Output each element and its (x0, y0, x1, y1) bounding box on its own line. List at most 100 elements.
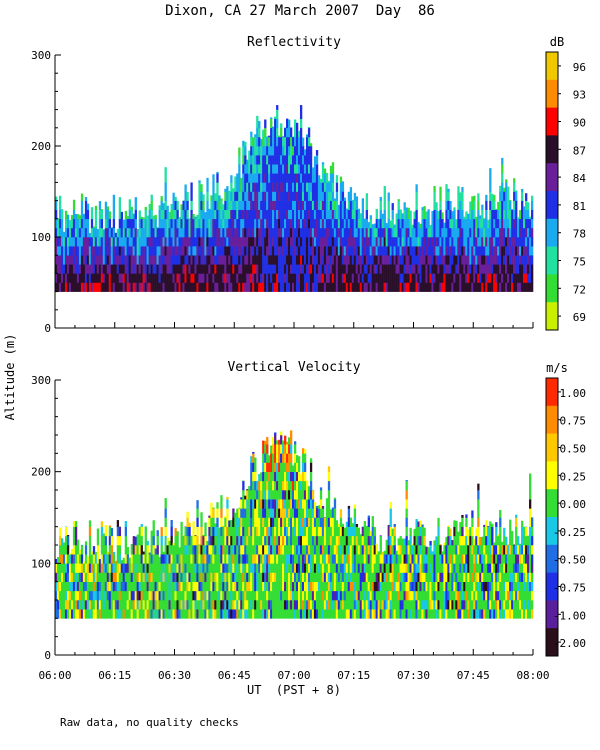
heatmap-cell (248, 209, 251, 220)
heatmap-cell (174, 273, 177, 283)
heatmap-cell (266, 526, 269, 537)
heatmap-cell (206, 177, 209, 183)
heatmap-cell (186, 255, 189, 265)
heatmap-cell (70, 581, 74, 592)
heatmap-cell (236, 517, 239, 527)
heatmap-cell (194, 572, 197, 582)
heatmap-cell (94, 581, 98, 592)
heatmap-cell (280, 471, 283, 482)
heatmap-cell (276, 255, 279, 265)
heatmap-cell (270, 445, 273, 454)
heatmap-cell (116, 535, 120, 546)
heatmap-cell (226, 264, 229, 274)
heatmap-cell (311, 227, 315, 238)
heatmap-cell (234, 517, 237, 527)
heatmap-cell (519, 227, 522, 238)
heatmap-cell (134, 246, 137, 256)
heatmap-cell (327, 246, 331, 256)
heatmap-cell (309, 218, 313, 229)
heatmap-cell (252, 182, 255, 192)
heatmap-cell (228, 609, 231, 619)
heatmap-cell (268, 209, 271, 220)
heatmap-cell (459, 282, 462, 292)
heatmap-cell (317, 237, 321, 247)
heatmap-cell (290, 499, 293, 509)
heatmap-cell (228, 545, 231, 555)
heatmap-cell (112, 194, 116, 201)
heatmap-cell (148, 563, 151, 573)
heatmap-cell (437, 237, 440, 247)
heatmap-cell (274, 118, 277, 129)
heatmap-cell (431, 273, 434, 283)
heatmap-cell (242, 508, 245, 518)
heatmap-cell (290, 191, 293, 201)
heatmap-cell (188, 590, 191, 601)
heatmap-cell (383, 209, 386, 220)
heatmap-cell (280, 563, 283, 573)
heatmap-cell (198, 227, 201, 238)
heatmap-cell (511, 218, 514, 229)
heatmap-cell (280, 609, 283, 619)
heatmap-cell (262, 517, 265, 527)
heatmap-cell (184, 209, 187, 220)
heatmap-cell (355, 255, 359, 265)
heatmap-cell (232, 218, 235, 229)
heatmap-cell (232, 590, 235, 601)
heatmap-cell (194, 600, 197, 610)
heatmap-cell (70, 246, 74, 256)
heatmap-cell (250, 191, 253, 201)
heatmap-cell (154, 282, 157, 292)
heatmap-cell (457, 191, 460, 201)
heatmap-cell (208, 282, 211, 292)
heatmap-cell (278, 182, 281, 192)
heatmap-cell (148, 237, 151, 247)
heatmap-cell (405, 246, 408, 256)
heatmap-cell (286, 182, 289, 192)
heatmap-cell (250, 182, 253, 192)
heatmap-cell (317, 191, 321, 201)
heatmap-cell (282, 273, 285, 283)
heatmap-cell (325, 182, 329, 192)
heatmap-cell (292, 273, 295, 283)
heatmap-cell (260, 600, 263, 610)
heatmap-cell (124, 210, 127, 220)
heatmap-cell (475, 282, 478, 292)
heatmap-cell (385, 600, 388, 610)
heatmap-cell (278, 471, 281, 482)
heatmap-cell (210, 282, 213, 292)
heatmap-cell (363, 218, 366, 229)
heatmap-cell (373, 535, 376, 546)
heatmap-cell (218, 200, 221, 210)
heatmap-cell (182, 609, 185, 619)
heatmap-cell (429, 224, 432, 229)
heatmap-cell (144, 609, 147, 619)
heatmap-cell (343, 609, 347, 619)
heatmap-cell (270, 227, 273, 238)
heatmap-cell (182, 590, 185, 601)
heatmap-cell (286, 200, 289, 210)
heatmap-cell (461, 218, 464, 229)
heatmap-cell (222, 535, 225, 546)
heatmap-cell (62, 545, 66, 555)
heatmap-cell (162, 282, 165, 292)
heatmap-cell (270, 246, 273, 256)
heatmap-cell (319, 508, 323, 518)
heatmap-cell (128, 572, 131, 582)
heatmap-cell (461, 282, 464, 292)
heatmap-cell (146, 273, 149, 283)
heatmap-cell (347, 273, 351, 283)
heatmap-cell (232, 508, 235, 518)
heatmap-cell (198, 572, 201, 582)
heatmap-cell (343, 282, 347, 292)
heatmap-cell (142, 572, 145, 582)
heatmap-cell (112, 273, 116, 283)
heatmap-cell (303, 499, 307, 509)
heatmap-cell (335, 264, 339, 274)
heatmap-cell (305, 480, 309, 491)
heatmap-cell (142, 581, 145, 592)
heatmap-cell (70, 282, 74, 292)
heatmap-cell (68, 600, 72, 610)
heatmap-cell (254, 526, 257, 537)
heatmap-cell (299, 499, 303, 509)
heatmap-cell (276, 218, 279, 229)
